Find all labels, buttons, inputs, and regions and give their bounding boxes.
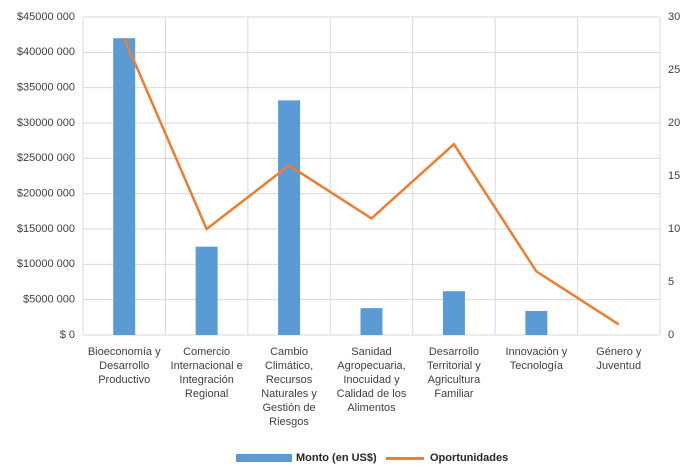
x-tick-label: Sanidad Agropecuaria, Inocuidad y Calida…	[336, 346, 407, 414]
legend-swatch	[386, 456, 424, 460]
y2-tick-label: 10	[668, 223, 680, 235]
bar	[442, 291, 465, 335]
y-tick-label: $5000 000	[23, 294, 75, 306]
bar	[360, 308, 383, 335]
y-tick-label: $10000 000	[17, 258, 75, 270]
bar	[278, 100, 301, 336]
x-tick-label: Comercio Internacional e Integración Reg…	[170, 346, 243, 400]
line	[123, 37, 620, 326]
y2-tick-label: 0	[668, 329, 674, 341]
x-tick-label: Bioeconomía y Desarrollo Productivo	[87, 346, 161, 386]
bar	[113, 38, 136, 335]
x-tick-label: Cambio Climático, Recursos Naturales y G…	[261, 346, 317, 428]
y-tick-label: $45000 000	[17, 11, 75, 23]
legend-label: Monto (en US$)	[296, 452, 377, 464]
bar	[195, 246, 218, 335]
y-tick-label: $35000 000	[17, 82, 75, 94]
y2-tick-label: 15	[668, 170, 680, 182]
x-tick-label: Desarrollo Territorial y Agricultura Fam…	[427, 346, 481, 400]
y-tick-label: $15000 000	[17, 223, 75, 235]
y-tick-label: $20000 000	[17, 188, 75, 200]
legend-swatch	[236, 454, 292, 462]
y-tick-label: $25000 000	[17, 152, 75, 164]
y2-tick-label: 25	[668, 64, 680, 76]
y-tick-label: $30000 000	[17, 117, 75, 129]
legend-label: Oportunidades	[430, 452, 509, 464]
bar	[525, 310, 548, 335]
legend-item: Oportunidades	[386, 452, 508, 464]
x-tick-label: Género y Juventud	[596, 346, 642, 372]
y2-tick-label: 5	[668, 276, 674, 288]
y-tick-label: $40000 000	[17, 46, 75, 58]
y2-tick-label: 20	[668, 117, 680, 129]
y2-tick-label: 30	[668, 11, 680, 23]
y-tick-label: $ 0	[60, 329, 75, 341]
legend-item: Monto (en US$)	[236, 452, 377, 464]
x-tick-label: Innovación y Tecnología	[505, 346, 568, 372]
